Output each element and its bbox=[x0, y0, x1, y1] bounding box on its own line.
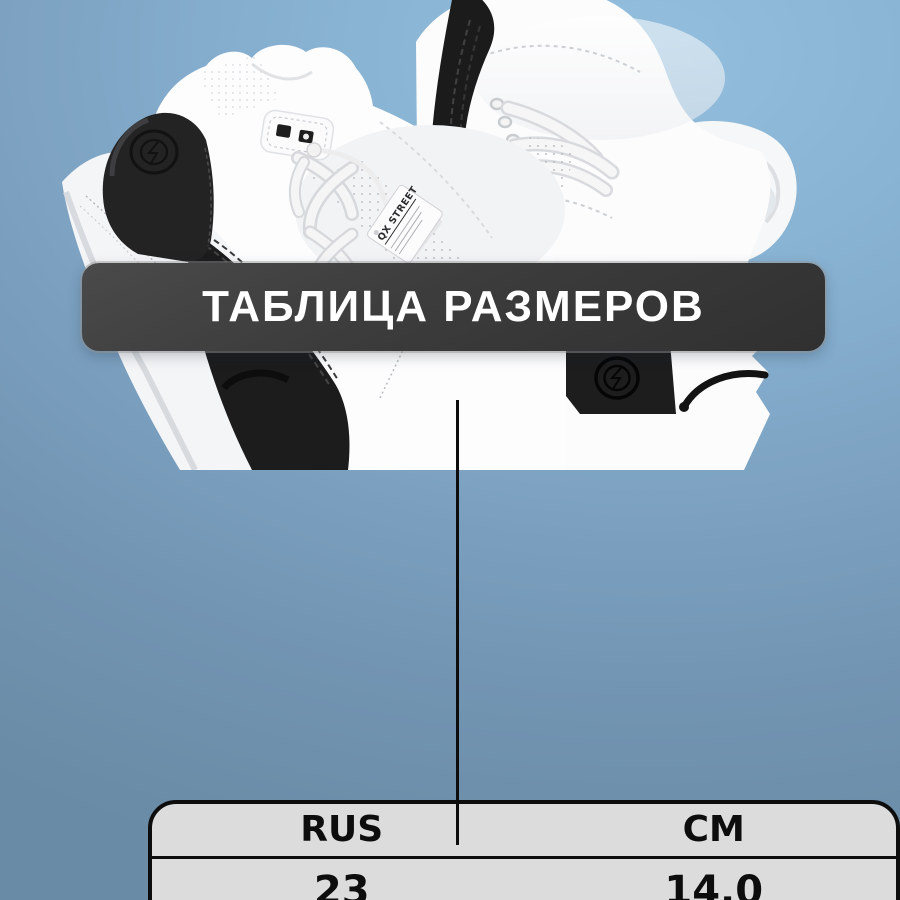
right-shoe-seam-arc bbox=[680, 370, 769, 411]
size-cell-rus: 23 bbox=[313, 867, 370, 900]
left-shoe-heel-counter bbox=[102, 112, 214, 263]
size-cell-cm: 14.0 bbox=[664, 867, 764, 900]
fragment-logo-icon bbox=[129, 129, 179, 175]
size-table-header-rus: RUS bbox=[300, 809, 384, 850]
size-table-header-row: RUS CM bbox=[152, 804, 896, 856]
size-table-container: RUS CM 23 14.0 24 14.7 25 15.4 26 16.1 2… bbox=[74, 400, 900, 900]
column-divider bbox=[456, 400, 460, 845]
size-table-header-cm: CM bbox=[682, 809, 745, 850]
size-table-title-banner: ТАБЛИЦА РАЗМЕРОВ bbox=[82, 263, 825, 351]
hang-tag: QX STREET bbox=[306, 142, 443, 264]
size-table: RUS CM 23 14.0 24 14.7 25 15.4 26 16.1 2… bbox=[148, 800, 900, 900]
left-shoe-laces bbox=[288, 151, 361, 287]
fragment-logo-icon bbox=[594, 356, 640, 400]
size-table-title: ТАБЛИЦА РАЗМЕРОВ bbox=[202, 282, 705, 331]
size-table-row: 23 14.0 bbox=[152, 856, 896, 900]
